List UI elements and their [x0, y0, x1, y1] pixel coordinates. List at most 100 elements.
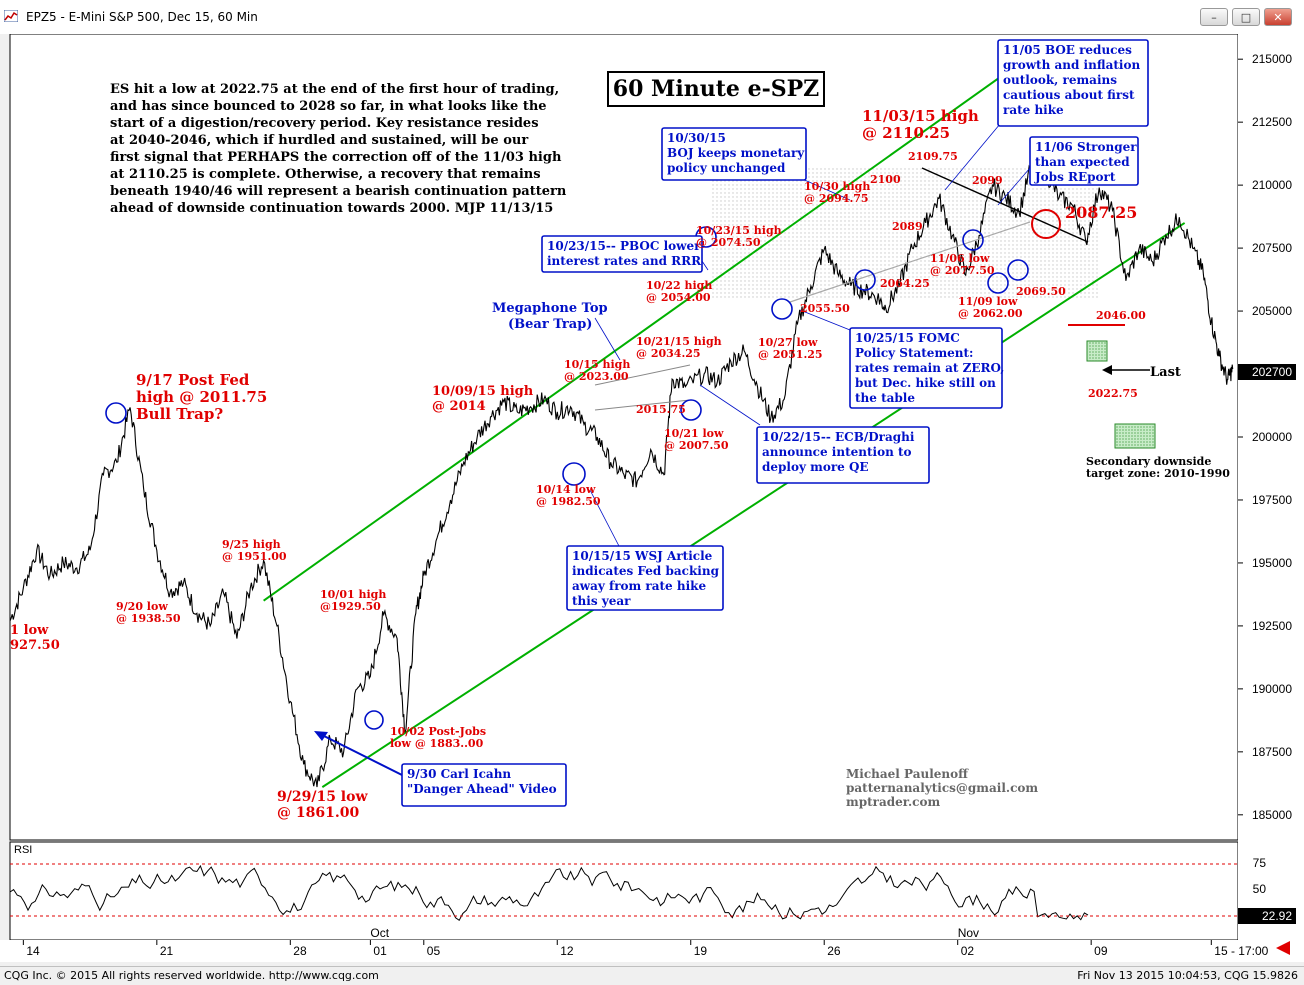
rsi-line: [9, 864, 1089, 922]
month-label: Oct: [370, 926, 389, 940]
rsi-label: RSI: [14, 844, 32, 856]
x-axis-panel: [0, 940, 1304, 962]
small-price-label: 9/25 high: [222, 538, 281, 551]
top-circle: [1031, 209, 1061, 239]
x-tick-label: 15 - 17:00: [1214, 944, 1268, 958]
annotation-line: outlook, remains: [1003, 73, 1117, 87]
scroll-right-icon[interactable]: [1276, 941, 1290, 955]
chart-title: 60 Minute e-SPZ: [613, 76, 819, 102]
price-label: 10/09/15 high: [432, 384, 534, 399]
small-price-label: 10/01 high: [320, 588, 386, 601]
annotation-line: the table: [855, 391, 915, 405]
small-price-label: 10/02 Post-Jobs: [390, 725, 486, 738]
y-tick-label: 195000: [1252, 556, 1292, 570]
channel-lines: [263, 45, 1186, 788]
price-label: 927.50: [10, 638, 60, 653]
megaphone-label: Megaphone Top: [492, 301, 608, 316]
annotation-line: growth and inflation: [1003, 58, 1140, 72]
small-price-label: @ 2007.50: [664, 439, 729, 452]
rsi-series: [9, 864, 1089, 922]
month-label: Nov: [958, 926, 979, 940]
commentary-line: at 2110.25 is complete. Otherwise, a rec…: [110, 167, 541, 182]
pivot-circle: [854, 269, 876, 291]
price-chart: 2150002125002100002075002050002025002000…: [0, 34, 1304, 962]
last-price-label: 202700: [1252, 365, 1292, 379]
y-tick-label: 207500: [1252, 241, 1292, 255]
price-label: 9/29/15 low: [277, 789, 368, 805]
small-price-label: @ 2094.75: [804, 192, 869, 205]
annotation-line: 11/05 BOE reduces: [1003, 43, 1132, 57]
small-price-label: 10/15 high: [564, 358, 630, 371]
small-price-label: @ 2074.50: [696, 236, 761, 249]
y-tick-label: 192500: [1252, 619, 1292, 633]
rsi-level-75: 75: [1253, 856, 1267, 870]
rsi-last-box: [1238, 908, 1296, 924]
window-title: EPZ5 - E-Mini S&P 500, Dec 15, 60 Min: [26, 10, 258, 24]
small-price-label: @ 2034.25: [636, 347, 701, 360]
pivot-circle: [1007, 259, 1029, 281]
lower-channel: [321, 222, 1186, 788]
price-label: @ 1861.00: [277, 805, 359, 821]
red-annotations: 11/03/15 high@ 2110.25 9/17 Post Fedhigh …: [10, 107, 1146, 821]
rsi-last-value: 22.92: [1262, 909, 1292, 923]
annotation-line: 10/22/15-- ECB/Draghi: [762, 430, 915, 444]
x-tick-label: 01: [373, 944, 387, 958]
target-zone-box-small: [1086, 340, 1108, 362]
pivot-circle: [680, 399, 702, 421]
y-tick-label: 212500: [1252, 115, 1292, 129]
small-price-label: 2089: [892, 220, 923, 233]
y-tick-label: 197500: [1252, 493, 1292, 507]
pivot-circle: [364, 710, 384, 730]
commentary-line: ahead of downside continuation towards 2…: [110, 201, 553, 216]
small-price-label: 10/27 low: [758, 336, 818, 349]
pivot-circle: [771, 298, 793, 320]
close-button[interactable]: ✕: [1264, 8, 1292, 26]
small-price-label: @ 2051.25: [758, 348, 823, 361]
commentary-line: at 2040-2046, which if hurdled and susta…: [110, 133, 528, 148]
annotation-line: "Danger Ahead" Video: [407, 782, 557, 796]
small-price-label: @ 2062.00: [958, 307, 1023, 320]
target-zone-range: target zone: 2010-1990: [1086, 467, 1230, 480]
x-tick-label: 12: [560, 944, 574, 958]
annotation-line: rate hike: [1003, 103, 1064, 117]
small-price-label: 2109.75: [908, 150, 958, 163]
target-zone-box: [1114, 423, 1156, 449]
pivot-circle: [105, 402, 127, 424]
price-2087-label: 2087.25: [1065, 203, 1137, 222]
annotation-line: away from rate hike: [572, 579, 706, 593]
status-bar: CQG Inc. © 2015 All rights reserved worl…: [0, 966, 1304, 985]
rsi-panel: [9, 841, 1239, 941]
small-price-label: 2069.50: [1016, 285, 1066, 298]
x-tick-label: 26: [827, 944, 841, 958]
annotation-box: [541, 235, 703, 273]
small-price-label: @ 1938.50: [116, 612, 181, 625]
annotation-line: deploy more QE: [762, 460, 869, 474]
price-label: high @ 2011.75: [136, 388, 267, 406]
y-tick-label: 210000: [1252, 178, 1292, 192]
author-name: Michael Paulenoff: [846, 767, 969, 781]
price-label: Bull Trap?: [136, 405, 223, 423]
annotation-line: announce intention to: [762, 445, 912, 459]
x-axis: 14 21 28 01 05 12 19 26 02 09 15 - 17:00 Oct Nov: [22, 926, 1269, 958]
target-zone-label: Secondary downside: [1086, 455, 1211, 468]
minimize-button[interactable]: –: [1200, 8, 1228, 26]
small-price-label: 11/06 low: [930, 252, 990, 265]
y-tick-label: 187500: [1252, 745, 1292, 759]
small-price-label: 10/14 low: [536, 483, 596, 496]
x-tick-label: 21: [160, 944, 174, 958]
maximize-button[interactable]: □: [1232, 8, 1260, 26]
small-price-label: @ 1951.00: [222, 550, 287, 563]
annotation-line: 10/25/15 FOMC: [855, 331, 960, 345]
small-price-label: 2099: [972, 174, 1003, 187]
x-tick-label: 09: [1094, 944, 1108, 958]
commentary-line: beneath 1940/46 will represent a bearish…: [110, 184, 567, 199]
small-price-label: @ 2077.50: [930, 264, 995, 277]
annotation-box: [401, 763, 567, 807]
annotation-line: 9/30 Carl Icahn: [407, 767, 511, 781]
annotation-line: this year: [572, 594, 631, 608]
megaphone-sublabel: (Bear Trap): [508, 317, 592, 332]
annotation-box: [849, 327, 1003, 409]
small-price-label: 2046.00: [1096, 309, 1146, 322]
annotation-box: [997, 39, 1149, 127]
annotation-line: Policy Statement:: [855, 346, 973, 360]
